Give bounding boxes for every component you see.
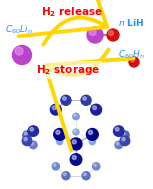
Circle shape bbox=[107, 29, 119, 41]
Circle shape bbox=[61, 95, 71, 105]
Circle shape bbox=[116, 142, 119, 145]
Circle shape bbox=[93, 163, 100, 170]
Circle shape bbox=[115, 141, 123, 149]
Circle shape bbox=[72, 156, 76, 160]
Text: $C_{60}H_n$: $C_{60}H_n$ bbox=[118, 49, 145, 61]
Text: $\bf{H_2}$ storage: $\bf{H_2}$ storage bbox=[36, 63, 100, 77]
Circle shape bbox=[23, 131, 31, 139]
Circle shape bbox=[28, 126, 39, 136]
Circle shape bbox=[131, 58, 134, 62]
Text: $\bf{H_2}$ release: $\bf{H_2}$ release bbox=[41, 5, 103, 19]
Circle shape bbox=[122, 137, 125, 141]
Circle shape bbox=[22, 136, 32, 146]
Circle shape bbox=[62, 172, 70, 180]
Circle shape bbox=[115, 127, 119, 131]
Circle shape bbox=[121, 131, 129, 139]
Circle shape bbox=[74, 130, 76, 132]
Circle shape bbox=[15, 47, 23, 55]
Circle shape bbox=[90, 139, 92, 142]
Circle shape bbox=[54, 164, 56, 166]
Circle shape bbox=[84, 173, 86, 176]
Circle shape bbox=[50, 104, 61, 115]
Circle shape bbox=[58, 139, 60, 142]
Circle shape bbox=[88, 130, 93, 134]
Circle shape bbox=[74, 114, 76, 116]
Circle shape bbox=[129, 57, 139, 67]
Circle shape bbox=[94, 164, 96, 166]
Circle shape bbox=[70, 154, 82, 165]
Circle shape bbox=[30, 127, 34, 131]
Circle shape bbox=[89, 139, 95, 145]
Circle shape bbox=[63, 97, 66, 100]
Circle shape bbox=[52, 163, 59, 170]
Circle shape bbox=[70, 138, 82, 150]
Circle shape bbox=[73, 113, 79, 120]
Circle shape bbox=[54, 129, 66, 140]
Circle shape bbox=[89, 29, 96, 36]
Circle shape bbox=[81, 95, 91, 105]
Circle shape bbox=[108, 30, 114, 36]
Circle shape bbox=[13, 46, 32, 64]
Circle shape bbox=[24, 132, 27, 135]
Circle shape bbox=[91, 104, 102, 115]
Circle shape bbox=[30, 141, 37, 149]
Circle shape bbox=[63, 173, 66, 176]
Circle shape bbox=[52, 106, 56, 110]
Text: $n$ LiH: $n$ LiH bbox=[118, 16, 144, 28]
Circle shape bbox=[56, 130, 60, 134]
Circle shape bbox=[122, 132, 125, 135]
Circle shape bbox=[114, 126, 124, 136]
Circle shape bbox=[93, 106, 96, 110]
Text: $C_{60}Li_n$: $C_{60}Li_n$ bbox=[5, 24, 33, 36]
Circle shape bbox=[57, 139, 63, 145]
Circle shape bbox=[24, 137, 27, 141]
Circle shape bbox=[86, 129, 98, 140]
Circle shape bbox=[120, 136, 130, 146]
Circle shape bbox=[82, 172, 90, 180]
Circle shape bbox=[72, 140, 76, 144]
Circle shape bbox=[83, 97, 86, 100]
Circle shape bbox=[31, 142, 34, 145]
Circle shape bbox=[87, 27, 103, 43]
Circle shape bbox=[73, 129, 79, 135]
